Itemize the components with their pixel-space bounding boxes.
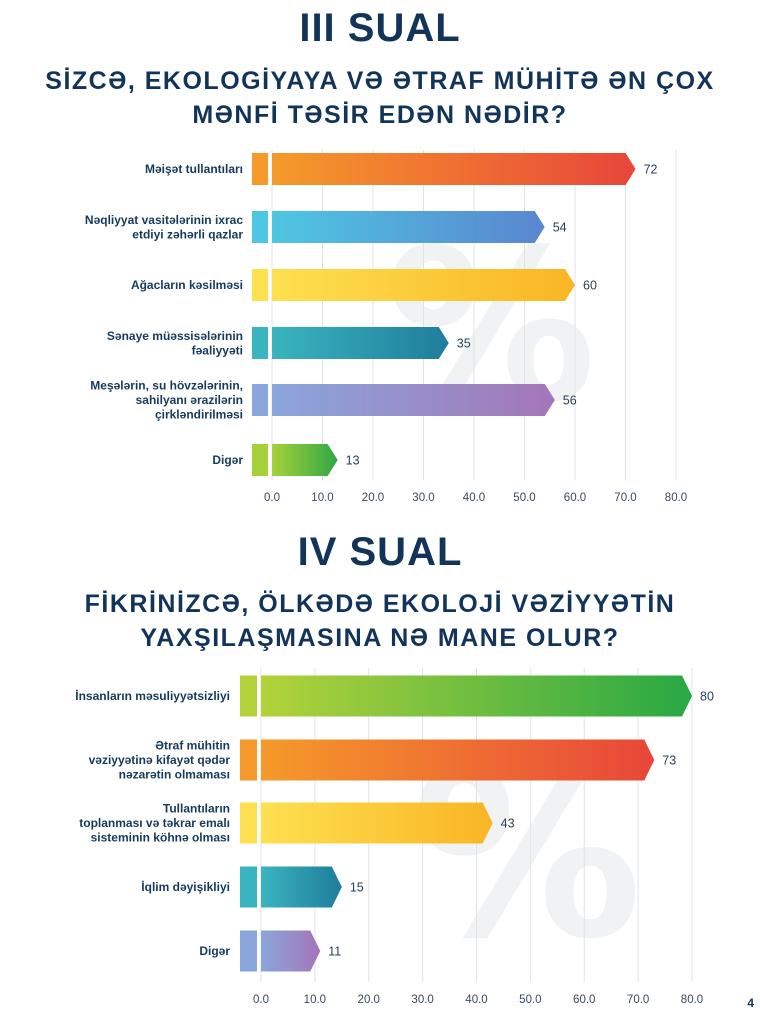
x-tick-label-iv: 80.0: [681, 994, 703, 1006]
value-label-iv-4: 11: [328, 945, 341, 959]
value-label-iii-2: 60: [583, 279, 597, 293]
category-label-iii-1: Nəqliyyat vasitələrinin ixrac etdiyi zəhə…: [85, 213, 243, 242]
chart-title-iii-line2: MƏNFİ TƏSİR EDƏN NƏDİR?: [192, 101, 568, 129]
chart-title-iii-line1: SİZCƏ, EKOLOGİYAYA VƏ ƏTRAF MÜHİTƏ ƏN ÇO…: [45, 67, 715, 95]
x-tick-label-iii: 50.0: [513, 492, 535, 504]
bar-iv-0: [261, 675, 692, 717]
x-tick-label-iii: 30.0: [412, 492, 434, 504]
value-label-iii-1: 54: [553, 221, 567, 235]
bar-iii-4: [272, 384, 555, 416]
x-tick-label-iv: 20.0: [358, 994, 380, 1006]
x-tick-label-iv: 40.0: [465, 994, 487, 1006]
x-tick-label-iv: 0.0: [253, 994, 269, 1006]
value-label-iv-1: 73: [662, 754, 676, 768]
bar-iii-3: [272, 327, 449, 359]
bar-cap-iii-0: [252, 153, 268, 185]
chart-title-iv-line2: YAXŞILAŞMASINA NƏ MANE OLUR?: [140, 624, 620, 652]
category-label-iii-4: Meşələrin, su hövzələrinin, sahilyanı əra…: [90, 379, 243, 422]
x-tick-label-iv: 30.0: [411, 994, 433, 1006]
bar-iv-4: [261, 930, 321, 972]
x-tick-label-iii: 70.0: [614, 492, 636, 504]
value-label-iii-0: 72: [644, 163, 658, 177]
bar-iii-2: [272, 269, 575, 301]
bar-cap-iv-3: [240, 866, 257, 908]
bar-cap-iv-4: [240, 930, 257, 972]
x-tick-label-iii: 80.0: [665, 492, 687, 504]
bar-cap-iii-4: [252, 384, 268, 416]
x-tick-label-iii: 10.0: [311, 492, 333, 504]
value-label-iii-3: 35: [457, 337, 471, 351]
bar-cap-iv-2: [240, 802, 257, 844]
category-label-iv-3: İqlim dəyişikliyi: [141, 879, 230, 894]
x-tick-label-iv: 10.0: [304, 994, 326, 1006]
x-tick-label-iv: 50.0: [519, 994, 541, 1006]
section-title-iii: III SUAL: [299, 6, 461, 50]
bar-cap-iv-0: [240, 675, 257, 717]
value-label-iv-0: 80: [700, 690, 714, 704]
bar-iv-3: [261, 866, 342, 908]
category-label-iii-2: Ağacların kəsilməsi: [131, 278, 243, 292]
bar-iv-1: [261, 739, 655, 781]
bar-cap-iii-3: [252, 327, 268, 359]
x-tick-label-iii: 40.0: [463, 492, 485, 504]
x-tick-label-iv: 70.0: [627, 994, 649, 1006]
category-label-iii-5: Digər: [212, 453, 243, 467]
value-label-iii-5: 13: [346, 454, 360, 468]
category-label-iii-0: Məişət tullantıları: [145, 162, 243, 176]
section-title-iv: IV SUAL: [297, 530, 463, 574]
category-label-iv-0: İnsanların məsuliyyətsizliyi: [75, 688, 230, 703]
category-label-iv-4: Digər: [199, 944, 230, 958]
bar-iii-5: [272, 444, 338, 476]
x-tick-label-iii: 60.0: [564, 492, 586, 504]
x-tick-label-iii: 0.0: [264, 492, 280, 504]
bar-iii-1: [272, 211, 545, 243]
chart-title-iv-line1: FİKRİNİZCƏ, ÖLKƏDƏ EKOLOJİ VƏZİYYƏTİN: [84, 590, 676, 618]
x-tick-label-iii: 20.0: [362, 492, 384, 504]
x-tick-label-iv: 60.0: [573, 994, 595, 1006]
bar-cap-iv-1: [240, 739, 257, 781]
bar-cap-iii-5: [252, 444, 268, 476]
bar-cap-iii-2: [252, 269, 268, 301]
category-label-iv-2: Tullantıların toplanması və təkrar emalı s…: [79, 802, 230, 845]
bar-cap-iii-1: [252, 211, 268, 243]
value-label-iii-4: 56: [563, 394, 577, 408]
bar-iii-0: [272, 153, 636, 185]
value-label-iv-2: 43: [501, 817, 515, 831]
category-label-iii-3: Sənaye müəssisələrinin fəaliyyəti: [107, 329, 243, 358]
page-number: 4: [747, 996, 754, 1010]
bar-iv-2: [261, 802, 493, 844]
category-label-iv-1: Ətraf mühitin vəziyyətinə kifayət qədər nə…: [89, 739, 231, 782]
value-label-iv-3: 15: [350, 881, 364, 895]
